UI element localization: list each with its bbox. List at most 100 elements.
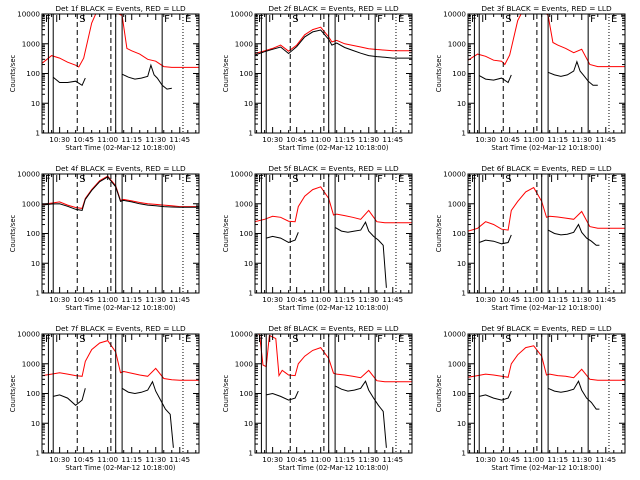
x-tick-label: 11:00 xyxy=(523,455,544,464)
x-tick-label: 11:00 xyxy=(310,135,331,144)
events-series-line-2 xyxy=(121,380,174,448)
x-tick-label: 11:30 xyxy=(358,135,379,144)
events-series-line-2 xyxy=(547,223,600,246)
y-axis-label: Counts/sec xyxy=(9,55,17,93)
region-label: I xyxy=(481,174,484,185)
x-tick-label: 11:00 xyxy=(310,455,331,464)
y-tick-label: 10 xyxy=(244,99,254,108)
y-tick-label: 10 xyxy=(31,419,41,428)
y-tick-label: 100 xyxy=(452,229,466,238)
x-axis-label: Start Time (02-Mar-12 10:18:00) xyxy=(491,304,601,312)
y-axis-label: Counts/sec xyxy=(435,215,443,253)
events-series-line-1 xyxy=(266,232,299,244)
events-series-line-2 xyxy=(121,63,172,90)
x-tick-label: 11:30 xyxy=(145,455,166,464)
region-label: I xyxy=(481,334,484,345)
x-tick-label: 11:45 xyxy=(382,295,403,304)
region-label: F xyxy=(471,334,477,345)
x-tick-label: 11:00 xyxy=(310,295,331,304)
region-label: I xyxy=(124,14,127,25)
y-axis-label: Counts/sec xyxy=(222,55,230,93)
x-tick-label: 10:45 xyxy=(286,135,307,144)
x-tick-label: 11:00 xyxy=(97,455,118,464)
region-label: F xyxy=(258,14,264,25)
y-tick-label: 1 xyxy=(248,129,253,138)
axes-frame xyxy=(41,333,200,454)
region-label: S xyxy=(79,174,85,185)
region-label: I xyxy=(481,14,484,25)
x-tick-label: 11:30 xyxy=(358,295,379,304)
x-tick-label: 11:15 xyxy=(547,295,568,304)
y-axis-label: Counts/sec xyxy=(435,375,443,413)
panel-title: Det 1f BLACK = Events, RED = LLD xyxy=(55,4,186,13)
y-axis-label: Counts/sec xyxy=(222,215,230,253)
region-label: I xyxy=(268,14,271,25)
x-tick-label: 10:45 xyxy=(499,455,520,464)
x-tick-label: 11:15 xyxy=(334,295,355,304)
axes-frame xyxy=(254,333,413,454)
y-tick-label: 100 xyxy=(239,389,253,398)
axes-frame xyxy=(467,13,626,134)
region-label: F xyxy=(45,334,51,345)
x-axis-label: Start Time (02-Mar-12 10:18:00) xyxy=(278,464,388,472)
y-tick-label: 10000 xyxy=(17,330,40,339)
panel-title: Det 7f BLACK = Events, RED = LLD xyxy=(55,324,186,333)
region-label: F xyxy=(590,14,596,25)
x-tick-label: 11:45 xyxy=(595,295,616,304)
y-tick-label: 10 xyxy=(457,419,467,428)
x-tick-label: 10:30 xyxy=(262,295,283,304)
region-label: E xyxy=(398,14,404,25)
y-tick-label: 100 xyxy=(452,389,466,398)
x-tick-label: 10:30 xyxy=(475,295,496,304)
panel-title: Det 5f BLACK = Events, RED = LLD xyxy=(268,164,399,173)
region-label: E xyxy=(398,334,404,345)
region-label: E xyxy=(185,174,191,185)
x-tick-label: 10:30 xyxy=(49,455,70,464)
lld-series-line-0 xyxy=(255,186,412,224)
region-label: I xyxy=(268,174,271,185)
x-tick-label: 11:30 xyxy=(571,295,592,304)
x-tick-label: 11:15 xyxy=(334,135,355,144)
panel-title: Det 8f BLACK = Events, RED = LLD xyxy=(268,324,399,333)
region-label: I xyxy=(337,334,340,345)
axes-frame xyxy=(254,13,413,134)
y-tick-label: 1 xyxy=(35,129,40,138)
panel-title: Det 4f BLACK = Events, RED = LLD xyxy=(55,164,186,173)
lld-series-line-0 xyxy=(42,175,199,209)
y-axis-label: Counts/sec xyxy=(222,375,230,413)
x-tick-label: 10:30 xyxy=(49,295,70,304)
region-label: F xyxy=(377,14,383,25)
events-series-line-1 xyxy=(478,74,512,84)
region-label: I xyxy=(550,174,553,185)
x-tick-label: 11:30 xyxy=(571,135,592,144)
events-series-line-1 xyxy=(266,390,299,401)
x-tick-label: 10:45 xyxy=(286,295,307,304)
y-tick-label: 1000 xyxy=(22,199,41,208)
region-label: F xyxy=(377,174,383,185)
region-label: E xyxy=(611,334,617,345)
axes-frame xyxy=(41,173,200,294)
x-tick-label: 10:45 xyxy=(499,135,520,144)
region-label: E xyxy=(611,174,617,185)
region-label: F xyxy=(377,334,383,345)
region-label: F xyxy=(164,334,170,345)
x-tick-label: 11:30 xyxy=(145,135,166,144)
x-tick-label: 10:45 xyxy=(499,295,520,304)
panel-title: Det 2f BLACK = Events, RED = LLD xyxy=(268,4,399,13)
region-label: I xyxy=(268,334,271,345)
x-tick-label: 11:45 xyxy=(595,135,616,144)
y-tick-label: 1000 xyxy=(448,199,467,208)
x-tick-label: 11:45 xyxy=(169,455,190,464)
y-tick-label: 10000 xyxy=(230,170,253,179)
x-tick-label: 11:00 xyxy=(97,135,118,144)
x-tick-label: 11:00 xyxy=(523,295,544,304)
region-label: I xyxy=(337,174,340,185)
region-label: F xyxy=(258,334,264,345)
y-tick-label: 1000 xyxy=(22,39,41,48)
y-tick-label: 100 xyxy=(239,229,253,238)
y-tick-label: 100 xyxy=(26,389,40,398)
region-label: F xyxy=(164,174,170,185)
